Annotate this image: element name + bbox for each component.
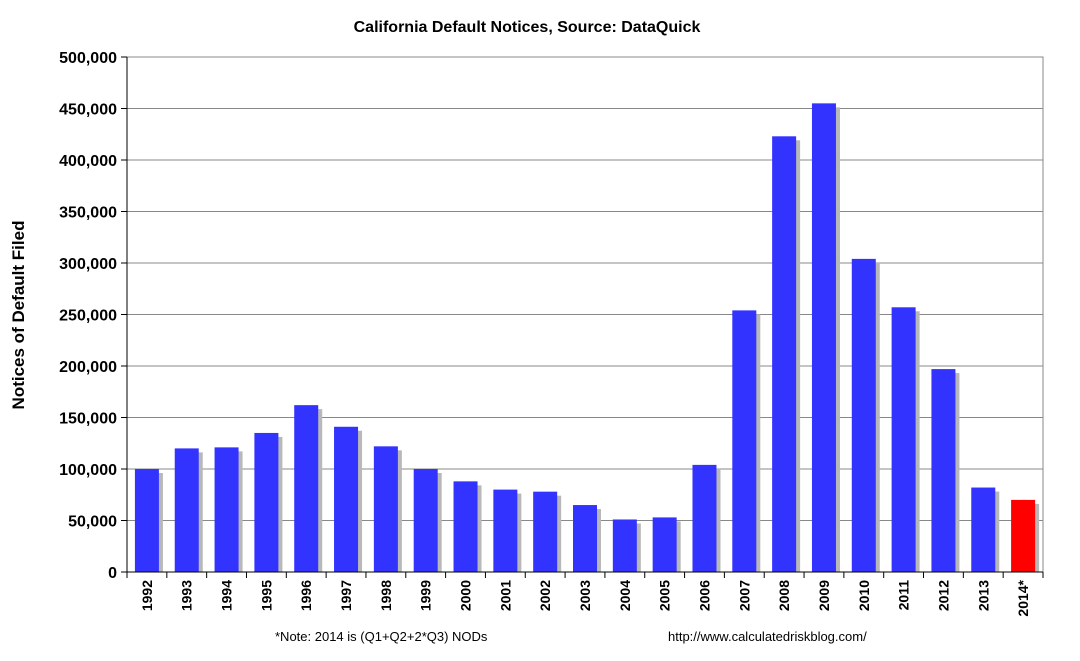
x-tick-label: 1997 xyxy=(338,580,354,611)
bar-2010 xyxy=(851,258,876,572)
bar-2014 xyxy=(1011,499,1036,572)
bar-2001 xyxy=(493,489,518,572)
y-tick-label: 350,000 xyxy=(59,205,117,222)
x-tick-label: 2000 xyxy=(458,580,474,611)
footnote: *Note: 2014 is (Q1+Q2+2*Q3) NODs xyxy=(275,629,488,644)
x-tick-label: 2013 xyxy=(975,580,991,611)
bar-2006 xyxy=(692,464,717,572)
bar-2009 xyxy=(811,103,836,572)
y-tick-label: 200,000 xyxy=(59,359,117,376)
bar-2003 xyxy=(573,505,597,572)
bar-2011 xyxy=(891,307,916,572)
bar-2007 xyxy=(732,310,757,572)
y-axis-label: Notices of Default Filed xyxy=(9,221,28,410)
bar-1993 xyxy=(174,448,199,572)
x-tick-label: 2001 xyxy=(497,580,513,611)
axes xyxy=(121,56,1044,578)
bar-1992 xyxy=(134,469,159,572)
x-tick-label: 1994 xyxy=(219,580,235,611)
bar-2008 xyxy=(772,136,797,572)
x-tick-label: 2008 xyxy=(776,580,792,611)
x-tick-label: 1995 xyxy=(258,580,274,611)
bar-2002 xyxy=(533,491,558,572)
x-tick-label: 1999 xyxy=(418,580,434,611)
x-tick-label: 2011 xyxy=(896,580,912,611)
x-tick-label: 1998 xyxy=(378,580,394,611)
x-tick-labels: 1992 1993 1994 1995 1996 1997 1998 1999 2000 2001… xyxy=(139,579,1031,616)
y-tick-label: 500,000 xyxy=(59,50,117,67)
bar-1994 xyxy=(214,447,239,572)
bar-1997 xyxy=(334,426,359,572)
bar-1995 xyxy=(254,432,279,572)
x-tick-label: 2012 xyxy=(935,580,951,611)
x-tick-label: 2004 xyxy=(617,580,633,611)
chart-title: California Default Notices, Source: Data… xyxy=(354,19,701,36)
y-tick-label: 250,000 xyxy=(59,308,117,325)
source-url: http://www.calculatedriskblog.com/ xyxy=(668,629,867,644)
x-tick-label: 2009 xyxy=(816,580,832,611)
y-tick-label: 100,000 xyxy=(59,462,117,479)
bar-1998 xyxy=(373,446,398,572)
y-tick-label: 450,000 xyxy=(59,102,117,119)
bar-2013 xyxy=(971,487,996,572)
bars xyxy=(134,103,1036,572)
x-tick-label: 2006 xyxy=(696,580,712,611)
x-tick-label: 2014* xyxy=(1015,579,1031,616)
y-tick-label: 400,000 xyxy=(59,153,117,170)
bar-2000 xyxy=(453,481,478,572)
x-tick-label: 2005 xyxy=(657,580,673,611)
y-tick-label: 0 xyxy=(108,565,117,582)
bar-2012 xyxy=(931,369,956,572)
y-tick-label: 150,000 xyxy=(59,411,117,428)
y-tick-label: 50,000 xyxy=(68,514,117,531)
x-tick-label: 2007 xyxy=(736,580,752,611)
x-tick-label: 1992 xyxy=(139,580,155,611)
bar-2004 xyxy=(612,519,637,572)
y-tick-label: 300,000 xyxy=(59,256,117,273)
y-tick-labels: 0 50,000 100,000 150,000 200,000 250,000 300,0… xyxy=(59,50,117,582)
x-tick-label: 2010 xyxy=(856,580,872,611)
bar-1999 xyxy=(413,469,438,572)
x-tick-label: 1993 xyxy=(179,580,195,611)
x-tick-label: 2002 xyxy=(537,580,553,611)
bar-2005 xyxy=(652,517,677,572)
x-tick-label: 2003 xyxy=(577,580,593,611)
bar-1996 xyxy=(294,405,319,572)
x-tick-label: 1996 xyxy=(298,580,314,611)
